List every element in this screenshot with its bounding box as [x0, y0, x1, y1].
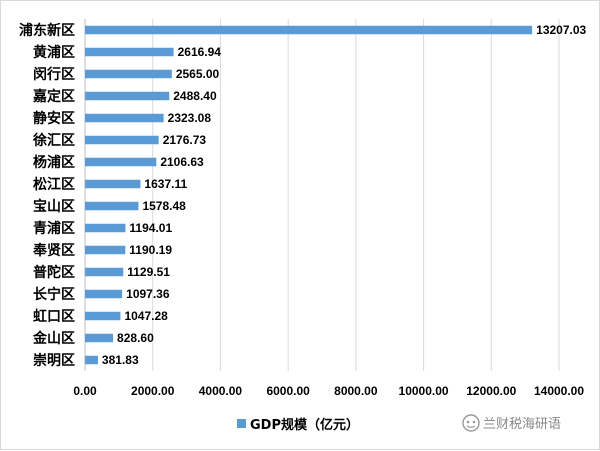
category-labels: 浦东新区黄浦区闵行区嘉定区静安区徐汇区杨浦区松江区宝山区青浦区奉贤区普陀区长宁区… — [19, 22, 75, 369]
category-label: 徐汇区 — [32, 132, 75, 149]
bar — [85, 267, 124, 277]
watermark-text: 兰财税海研语 — [483, 417, 561, 432]
value-label: 2323.08 — [168, 111, 212, 125]
category-label: 青浦区 — [33, 220, 75, 237]
value-label: 2488.40 — [173, 89, 217, 103]
bar — [85, 355, 98, 365]
category-label: 金山区 — [32, 330, 75, 347]
bar — [85, 157, 157, 167]
bar — [85, 245, 126, 255]
category-label: 闵行区 — [33, 66, 75, 83]
legend-swatch — [237, 419, 246, 428]
bar — [85, 69, 172, 79]
category-label: 宝山区 — [33, 198, 75, 215]
bar — [85, 113, 164, 123]
watermark: 兰财税海研语 — [462, 414, 561, 432]
category-label: 杨浦区 — [33, 154, 75, 171]
value-label: 828.60 — [117, 331, 154, 345]
value-label: 2565.00 — [176, 67, 220, 81]
category-label: 普陀区 — [33, 264, 75, 281]
x-tick-label: 12000.00 — [466, 384, 516, 398]
value-label: 1637.11 — [144, 177, 187, 191]
x-tick-label: 10000.00 — [399, 384, 449, 398]
legend: GDP规模（亿元） — [237, 417, 359, 433]
bar — [85, 25, 533, 35]
category-label: 嘉定区 — [32, 88, 75, 105]
x-tick-label: 8000.00 — [334, 384, 378, 398]
wechat-icon — [462, 414, 480, 432]
x-tick-label: 2000.00 — [131, 384, 175, 398]
category-label: 浦东新区 — [19, 22, 75, 39]
x-tick-labels: 0.00 2000.00 4000.00 6000.00 8000.00 10000.00… — [73, 384, 584, 398]
bar — [85, 179, 141, 189]
category-label: 虹口区 — [33, 309, 75, 325]
bar — [85, 311, 121, 321]
x-tick-label: 0.00 — [73, 384, 97, 398]
x-tick-label: 14000.00 — [534, 384, 584, 398]
bar-series — [85, 25, 533, 365]
bar — [85, 289, 123, 299]
bar — [85, 47, 174, 57]
bar — [85, 223, 126, 233]
value-label: 2106.63 — [160, 155, 204, 169]
category-label: 松江区 — [33, 176, 75, 193]
value-label: 1129.51 — [127, 265, 170, 279]
value-label: 2176.73 — [163, 133, 207, 147]
bar — [85, 91, 170, 101]
value-label: 2616.94 — [178, 45, 222, 59]
bar — [85, 135, 159, 145]
bar — [85, 201, 139, 211]
value-label: 381.83 — [102, 353, 139, 367]
legend-label: GDP规模（亿元） — [250, 417, 359, 433]
value-label: 13207.03 — [536, 23, 586, 37]
value-label: 1097.36 — [126, 287, 170, 301]
bar — [85, 333, 114, 343]
value-label: 1047.28 — [124, 309, 168, 323]
value-label: 1190.19 — [129, 243, 172, 257]
category-label: 崇明区 — [33, 352, 75, 369]
x-tick-label: 4000.00 — [199, 384, 243, 398]
category-label: 长宁区 — [33, 286, 75, 303]
value-label: 1194.01 — [129, 221, 172, 235]
value-labels: 13207.03 2616.94 2565.00 2488.40 2323.08 2176… — [102, 23, 587, 367]
category-label: 奉贤区 — [33, 242, 75, 259]
value-label: 1578.48 — [142, 199, 186, 213]
category-label: 黄浦区 — [33, 44, 75, 61]
category-label: 静安区 — [33, 110, 75, 127]
x-tick-label: 6000.00 — [266, 384, 310, 398]
